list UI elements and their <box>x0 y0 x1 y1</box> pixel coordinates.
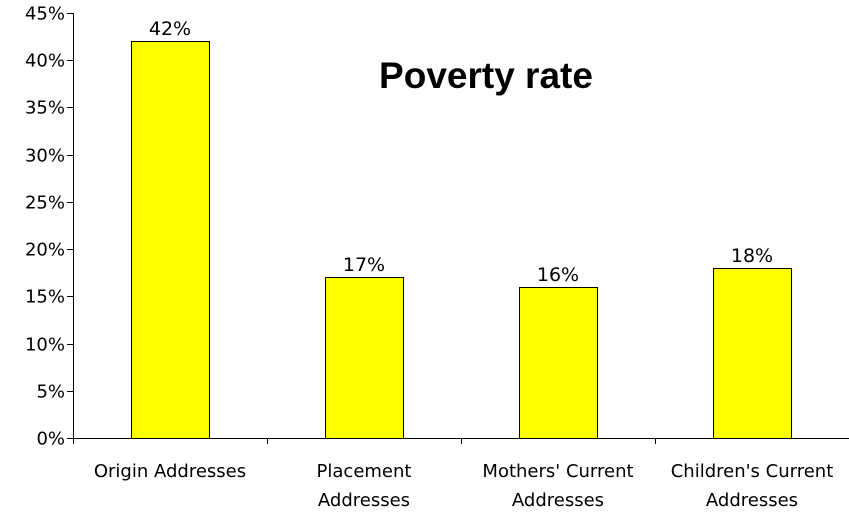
category-label: Children's Current <box>671 461 834 482</box>
y-tick-label: 45% <box>25 4 65 25</box>
y-tick-label: 35% <box>25 98 65 119</box>
bar <box>713 268 792 439</box>
y-tick-label: 5% <box>36 382 65 403</box>
data-label: 16% <box>537 264 579 286</box>
x-axis-ticks <box>73 438 656 444</box>
y-axis-ticks: 0% 5% 10% 15% 20% 25% 30% 35% 40% 45% <box>25 4 73 450</box>
data-label: 18% <box>731 245 773 267</box>
category-label: Placement <box>317 461 412 482</box>
y-tick-label: 15% <box>25 287 65 308</box>
data-labels: 42% 17% 16% 18% <box>149 18 773 286</box>
bars-layer <box>131 41 792 439</box>
y-tick-label: 10% <box>25 335 65 356</box>
y-tick-label: 40% <box>25 51 65 72</box>
category-labels: Origin Addresses Placement Addresses Mother… <box>94 461 833 511</box>
category-label: Mothers' Current <box>482 461 633 482</box>
bar <box>325 277 404 439</box>
category-label: Addresses <box>706 490 798 511</box>
y-tick-label: 30% <box>25 146 65 167</box>
y-tick-label: 0% <box>36 429 65 450</box>
category-label: Addresses <box>318 490 410 511</box>
chart-title: Poverty rate <box>379 55 593 96</box>
data-label: 17% <box>343 254 385 276</box>
y-tick-label: 20% <box>25 240 65 261</box>
y-tick-label: 25% <box>25 193 65 214</box>
data-label: 42% <box>149 18 191 40</box>
category-label: Origin Addresses <box>94 461 246 482</box>
bar <box>519 287 598 439</box>
bar <box>131 41 210 439</box>
category-label: Addresses <box>512 490 604 511</box>
